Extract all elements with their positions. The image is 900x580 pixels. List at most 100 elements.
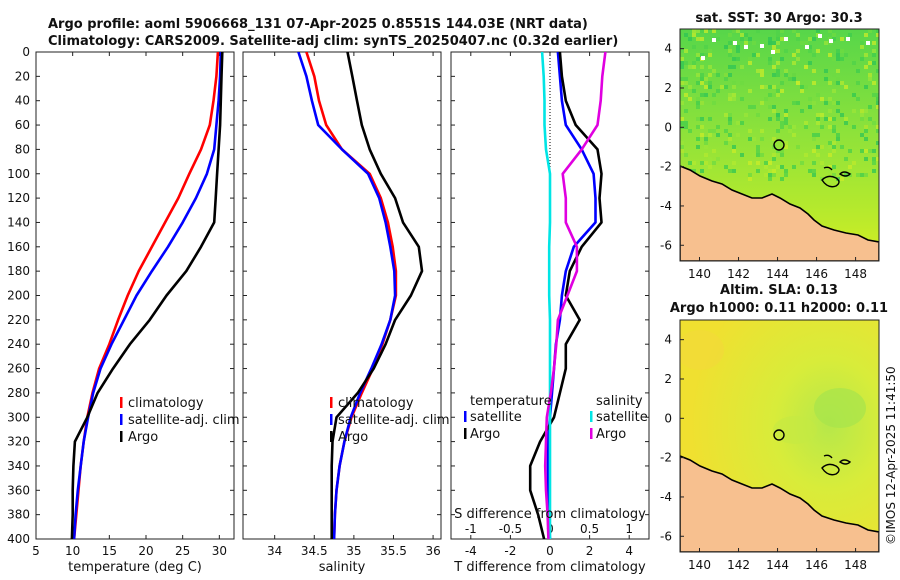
series-satellite-adj-clim-point xyxy=(181,221,184,224)
series-satellite-adj-clim-point xyxy=(394,294,396,297)
y-tick-label: 300 xyxy=(7,410,30,424)
land-mass xyxy=(680,165,879,261)
sst-pixel xyxy=(808,61,812,65)
sst-pixel xyxy=(840,113,844,117)
sst-pixel xyxy=(704,165,708,169)
sst-pixel xyxy=(728,169,732,173)
sst-pixel xyxy=(748,105,752,109)
legend-swatch-argo xyxy=(330,431,333,442)
series-satellite-adj-clim-point xyxy=(359,392,362,394)
sst-pixel xyxy=(836,69,840,73)
sst-pixel xyxy=(820,113,824,117)
sst-pixel xyxy=(736,29,740,33)
sst-pixel xyxy=(816,145,820,149)
sst-missing-pixel xyxy=(818,34,822,38)
series-salinity-satellite-point xyxy=(549,416,551,419)
map-y-tick-label: -6 xyxy=(660,238,672,252)
sst-pixel xyxy=(780,57,784,61)
series-argo-point xyxy=(346,52,349,53)
sst-pixel xyxy=(780,37,784,41)
sst-pixel xyxy=(828,165,832,169)
sst-pixel xyxy=(864,85,868,89)
series-salinity-satellite-point xyxy=(549,172,551,175)
sst-pixel xyxy=(828,145,832,149)
map-y-tick-label: 4 xyxy=(664,333,672,347)
sst-pixel xyxy=(812,69,816,73)
series-salinity-satellite-point xyxy=(549,221,551,224)
sst-pixel xyxy=(692,45,696,49)
series-satellite-adj-clim-point xyxy=(74,513,77,516)
sst-pixel xyxy=(740,97,744,101)
sst-pixel xyxy=(692,89,696,93)
y-tick-label: 220 xyxy=(7,313,30,327)
series-satellite-adj-clim-point xyxy=(92,392,95,394)
sst-pixel xyxy=(860,109,864,113)
figure-title-line2: Climatology: CARS2009. Satellite-adj cli… xyxy=(48,34,618,49)
series-satellite-adj-clim-point xyxy=(73,538,75,539)
sst-pixel xyxy=(772,153,776,157)
series-argo-point xyxy=(360,124,363,126)
x-tick-label: 35.5 xyxy=(380,544,407,558)
sst-pixel xyxy=(772,105,776,109)
x-tick-label: 15 xyxy=(102,544,117,558)
map-x-tick-label: 144 xyxy=(766,558,789,572)
sla-map-title: Altim. SLA: 0.13 xyxy=(720,283,838,298)
sst-pixel xyxy=(684,81,688,85)
sst-pixel xyxy=(776,69,780,73)
map-x-tick-label: 144 xyxy=(766,267,789,281)
sst-pixel xyxy=(804,153,808,157)
difference-legend: temperature satellite Argo salinity sate… xyxy=(464,394,648,442)
sst-pixel xyxy=(728,121,732,125)
sst-pixel xyxy=(684,125,688,129)
sst-pixel xyxy=(768,177,772,181)
sst-pixel xyxy=(748,161,752,165)
series-salinity-argo-point xyxy=(547,538,550,539)
legend-heading-salinity: salinity xyxy=(596,394,643,409)
sst-pixel xyxy=(704,85,708,89)
sst-pixel xyxy=(696,101,700,105)
map-x-tick-label: 148 xyxy=(844,267,867,281)
y-tick-label: 120 xyxy=(7,191,30,205)
sst-pixel xyxy=(784,117,788,121)
sst-pixel xyxy=(832,81,836,85)
sst-pixel xyxy=(680,65,684,69)
sst-pixel xyxy=(836,137,840,141)
series-argo-point xyxy=(213,221,216,224)
sst-map-title: sat. SST: 30 Argo: 30.3 xyxy=(695,11,862,26)
series-temperature-argo-point xyxy=(600,172,603,175)
series-satellite-adj-clim-point xyxy=(297,52,300,53)
sst-pixel xyxy=(696,53,700,57)
sst-pixel xyxy=(696,125,700,129)
sst-pixel xyxy=(728,41,732,45)
sst-pixel xyxy=(744,33,748,37)
sst-pixel xyxy=(732,145,736,149)
sst-pixel xyxy=(864,109,868,113)
series-argo-point xyxy=(368,148,371,151)
temperature-axes: 5 10 15 20 25 3002040608010012014016018020022… xyxy=(7,45,234,558)
sla-anomaly-patch xyxy=(680,330,724,370)
sst-pixel xyxy=(692,169,696,173)
series-climatology-point xyxy=(126,294,129,297)
sst-missing-pixel xyxy=(744,45,748,49)
sst-pixel xyxy=(848,173,852,177)
sst-pixel xyxy=(692,161,696,165)
sst-pixel xyxy=(792,133,796,137)
series-argo-point xyxy=(86,416,89,419)
series-temperature-satellite-point xyxy=(547,489,549,492)
sst-pixel xyxy=(684,49,688,53)
sst-missing-pixel xyxy=(784,37,788,41)
sst-pixel xyxy=(780,125,784,129)
sst-pixel xyxy=(792,53,796,57)
sst-pixel xyxy=(808,169,812,173)
sst-pixel xyxy=(784,69,788,73)
sst-pixel xyxy=(864,65,868,69)
sst-pixel xyxy=(680,53,684,57)
sst-pixel xyxy=(708,165,712,169)
sst-pixel xyxy=(712,129,716,133)
series-temperature-argo-point xyxy=(580,245,583,248)
sla-anomaly-patch xyxy=(814,388,866,428)
sst-pixel xyxy=(776,89,780,93)
sst-pixel xyxy=(812,137,816,141)
salinity-axes: 34 34.5 35 35.5 36 xyxy=(243,51,441,558)
sst-pixel xyxy=(752,105,756,109)
